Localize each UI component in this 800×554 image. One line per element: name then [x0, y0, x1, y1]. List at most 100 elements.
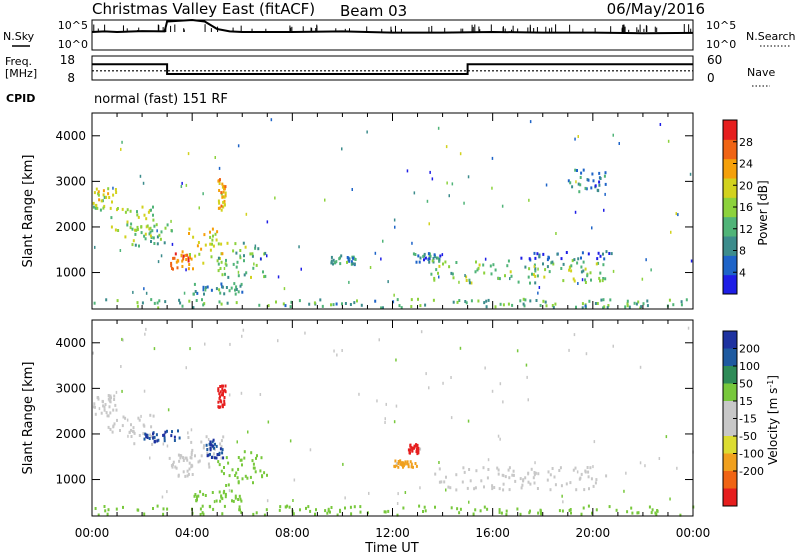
power-point — [396, 298, 399, 302]
velocity-point — [260, 456, 263, 460]
velocity-point — [252, 462, 255, 466]
power-point — [219, 178, 221, 182]
power-point — [264, 251, 267, 255]
power-point — [236, 260, 239, 264]
velocity-point — [234, 496, 237, 500]
power-point — [181, 250, 184, 254]
velocity-point — [329, 510, 331, 514]
power-point — [430, 272, 433, 276]
velocity-point — [406, 460, 409, 464]
power-point — [201, 298, 203, 302]
velocity-point — [201, 511, 204, 515]
power-ylabel: Slant Range [km] — [21, 155, 36, 268]
power-point — [223, 203, 226, 206]
beam-label: Beam 03 — [340, 2, 407, 20]
power-point — [104, 195, 107, 199]
velocity-point — [228, 393, 231, 397]
velocity-point — [221, 403, 224, 407]
velocity-point — [142, 432, 145, 436]
power-point — [596, 302, 599, 305]
velocity-point — [344, 506, 346, 510]
velocity-point — [537, 472, 540, 476]
velocity-point — [97, 513, 100, 517]
velocity-point — [396, 462, 398, 465]
power-point — [437, 126, 440, 130]
power-point — [214, 156, 216, 159]
velocity-colorbar-tick-label: 15 — [739, 395, 753, 408]
power-point — [680, 300, 683, 304]
power-point — [148, 209, 151, 213]
velocity-point — [145, 327, 147, 331]
velocity-point — [505, 513, 508, 517]
velocity-point — [255, 456, 257, 460]
power-point — [428, 260, 431, 264]
power-point — [102, 206, 105, 210]
power-point — [136, 225, 139, 229]
power-point — [183, 291, 186, 295]
power-point — [103, 196, 106, 199]
power-point — [222, 184, 225, 188]
power-point — [348, 259, 351, 263]
power-point — [134, 232, 137, 236]
power-colorbar-segment — [723, 178, 737, 198]
velocity-point — [109, 400, 112, 404]
power-point — [152, 218, 155, 222]
power-point — [580, 270, 583, 274]
power-point — [182, 254, 185, 258]
velocity-point — [456, 507, 459, 511]
power-point — [324, 198, 326, 202]
velocity-point — [637, 511, 640, 515]
velocity-point — [187, 472, 190, 476]
power-point — [580, 256, 582, 260]
velocity-point — [587, 470, 590, 474]
power-point — [341, 147, 343, 151]
velocity-point — [537, 511, 540, 515]
power-point — [417, 297, 419, 301]
power-point — [223, 267, 226, 270]
power-point — [607, 304, 610, 307]
velocity-point — [199, 490, 202, 494]
velocity-point — [256, 454, 258, 458]
power-point — [380, 257, 382, 261]
velocity-point — [166, 429, 168, 433]
power-point — [507, 302, 510, 306]
power-point — [536, 274, 539, 278]
velocity-point — [224, 492, 227, 496]
power-point — [215, 287, 218, 291]
velocity-point — [504, 475, 507, 479]
power-point — [599, 177, 602, 180]
power-point — [203, 292, 205, 296]
velocity-point — [631, 511, 634, 515]
velocity-colorbar: 200 100 50 15 -15 -50 -100 -200 — [722, 330, 764, 507]
velocity-point — [487, 458, 490, 462]
power-point — [534, 281, 537, 285]
power-point — [174, 252, 177, 256]
power-point — [534, 269, 537, 273]
power-point — [239, 254, 241, 258]
power-point — [153, 301, 156, 305]
velocity-point — [170, 434, 173, 438]
velocity-point — [143, 389, 146, 393]
power-point — [156, 229, 158, 233]
power-point — [258, 303, 261, 307]
power-point — [468, 278, 471, 282]
velocity-point — [237, 456, 240, 459]
power-point — [640, 305, 643, 309]
velocity-point — [191, 464, 194, 468]
power-point — [536, 252, 539, 256]
power-point — [422, 254, 425, 258]
velocity-point — [415, 450, 418, 454]
power-point — [218, 166, 221, 170]
power-point — [444, 260, 447, 264]
velocity-point — [568, 509, 571, 512]
power-point — [185, 183, 188, 187]
velocity-point — [511, 473, 514, 477]
power-point — [220, 302, 223, 306]
power-point — [115, 191, 118, 194]
velocity-point — [416, 447, 418, 451]
power-point — [601, 279, 604, 283]
power-point — [120, 147, 122, 151]
power-point — [190, 257, 193, 261]
velocity-point — [113, 422, 116, 426]
velocity-point — [190, 451, 193, 455]
